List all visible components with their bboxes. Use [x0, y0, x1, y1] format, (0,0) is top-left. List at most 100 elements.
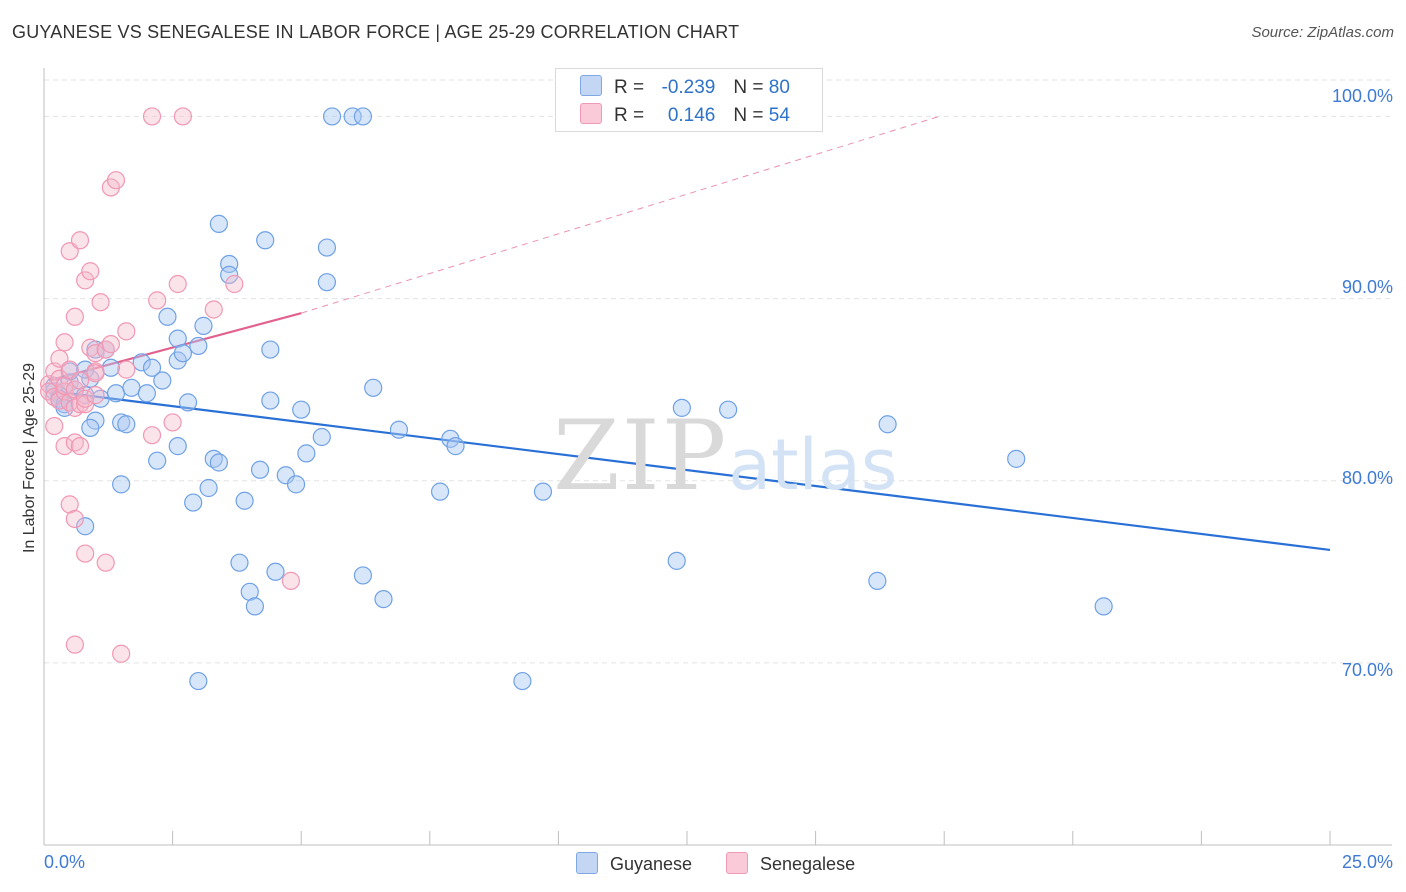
senegalese-point [96, 340, 115, 359]
senegalese-point [142, 107, 162, 126]
senegalese-point [86, 344, 105, 363]
guyanese-point [117, 415, 136, 434]
guyanese-point [292, 400, 311, 419]
guyanese-point [719, 400, 738, 419]
guyanese-point [312, 427, 331, 447]
guyanese-point [76, 517, 95, 536]
guyanese-point [173, 344, 192, 363]
legend-item-guyanese[interactable]: Guyanese [576, 852, 692, 875]
y-axis-label: In Labor Force | Age 25-29 [21, 362, 38, 554]
guyanese-point [389, 420, 409, 439]
guyanese-point [261, 391, 280, 410]
guyanese-point [112, 475, 131, 494]
data-points [40, 107, 1113, 691]
y-tick-label: 100.0% [1331, 86, 1393, 106]
guyanese-point [364, 378, 383, 397]
guyanese-point [106, 384, 126, 403]
senegalese-point [70, 371, 90, 390]
legend-label: Senegalese [760, 854, 856, 874]
r-label: R = [614, 105, 650, 126]
guyanese-point [513, 671, 532, 691]
guyanese-point [317, 273, 337, 292]
guyanese-point [878, 415, 897, 434]
watermark: ZIPatlas [553, 400, 897, 512]
senegalese-point [163, 413, 182, 432]
guyanese-point [343, 107, 362, 126]
guyanese-point [209, 453, 228, 472]
senegalese-point [204, 300, 223, 319]
senegalese-point [86, 364, 105, 383]
senegalese-point [142, 426, 162, 445]
guyanese-point [353, 107, 373, 126]
guyanese-point [132, 353, 151, 372]
senegalese-point [76, 395, 95, 414]
guyanese-point [220, 265, 239, 284]
guyanese-point [189, 671, 208, 691]
x-tick-label: 25.0% [1341, 852, 1393, 872]
guyanese-point [261, 340, 280, 359]
senegalese-point [96, 553, 115, 572]
senegalese-point [112, 644, 131, 663]
senegalese-point [55, 437, 74, 456]
guyanese-swatch [580, 75, 602, 96]
senegalese-point [76, 389, 95, 408]
r-value: 0.146 [667, 105, 716, 126]
guyanese-point [250, 460, 270, 479]
senegalese-point [76, 271, 95, 290]
n-label: N = [733, 77, 769, 98]
senegalese-point [117, 360, 136, 379]
guyanese-point [199, 478, 218, 498]
senegalese-point [117, 322, 136, 341]
legend-item-senegalese[interactable]: Senegalese [726, 852, 855, 875]
senegalese-point [81, 338, 100, 357]
guyanese-point [322, 107, 342, 126]
guyanese-point [178, 393, 198, 412]
guyanese-point [122, 378, 141, 397]
guyanese-point [158, 307, 177, 326]
y-tick-label: 70.0% [1341, 660, 1393, 680]
stats-row-senegalese: R = 0.146 N = 54 [580, 103, 790, 126]
guyanese-point [868, 571, 887, 590]
guyanese-point [189, 336, 208, 356]
senegalese-point [70, 231, 90, 250]
guyanese-point [101, 358, 120, 377]
guyanese-point [430, 482, 450, 501]
legend-label: Guyanese [610, 854, 693, 874]
watermark-zip: ZIP [553, 400, 729, 512]
guyanese-point [374, 590, 393, 609]
guyanese-swatch [576, 852, 598, 874]
senegalese-point [65, 635, 84, 654]
guyanese-point [235, 491, 254, 510]
guyanese-point [672, 398, 691, 417]
guyanese-point [286, 475, 306, 494]
n-label: N = [733, 105, 769, 126]
source-label: Source: ZipAtlas.com [1251, 24, 1394, 41]
stats-row-guyanese: R = -0.239 N = 80 [580, 75, 790, 98]
senegalese-point [86, 386, 105, 405]
senegalese-point [81, 262, 100, 281]
senegalese-point [76, 544, 95, 563]
guyanese-point [353, 566, 373, 585]
guyanese-point [297, 444, 316, 463]
trend-line [54, 390, 1331, 552]
r-label: R = [614, 77, 650, 98]
guyanese-point [1094, 597, 1113, 616]
guyanese-point [81, 418, 100, 437]
senegalese-point [101, 335, 120, 354]
guyanese-point [317, 238, 337, 257]
senegalese-point [45, 416, 64, 436]
gridlines [44, 79, 1392, 664]
senegalese-point [148, 291, 167, 310]
senegalese-swatch [726, 852, 748, 874]
senegalese-point [55, 333, 74, 352]
n-value: 80 [768, 77, 790, 98]
guyanese-point [194, 316, 213, 335]
senegalese-point [91, 293, 110, 312]
senegalese-point [65, 509, 84, 529]
guyanese-point [230, 553, 249, 572]
senegalese-point [173, 107, 192, 126]
trend-extension [301, 115, 940, 314]
watermark-atlas: atlas [728, 424, 898, 506]
senegalese-point [106, 171, 126, 190]
